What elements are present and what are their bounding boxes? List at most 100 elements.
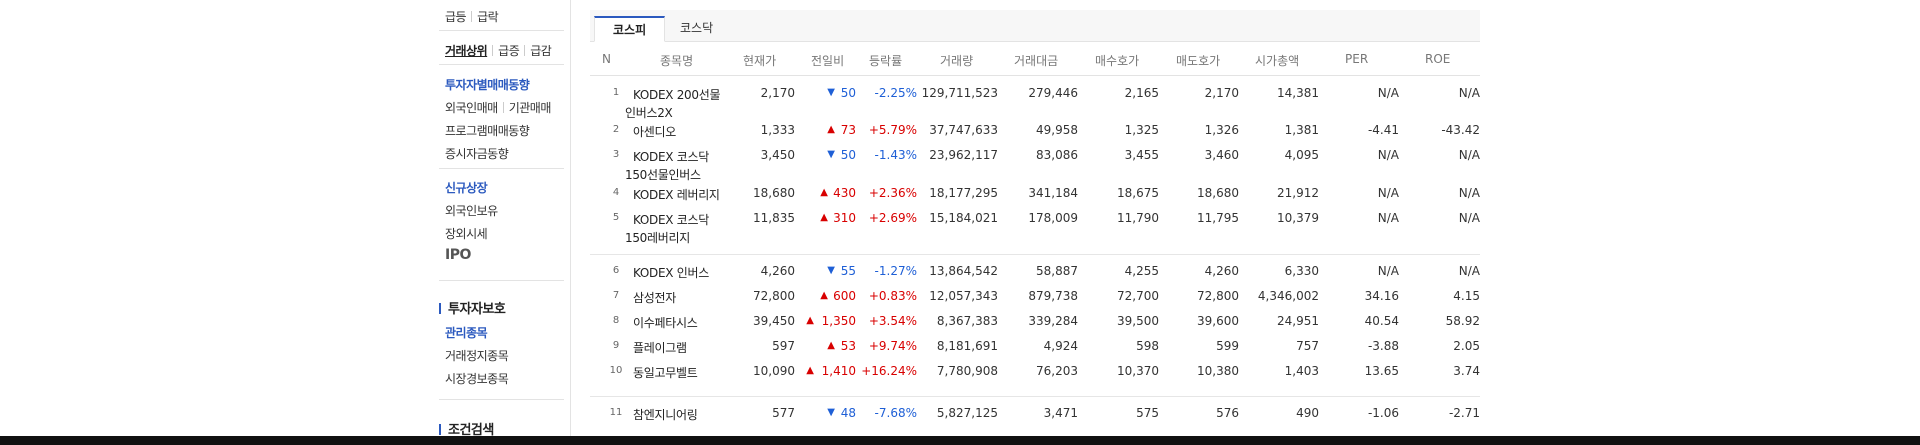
cell-ask: 11,795: [1197, 211, 1239, 225]
sidebar-divider: [439, 64, 564, 65]
cell-price: 39,450: [753, 314, 795, 328]
sidebar-item-new-listing[interactable]: 신규상장: [445, 181, 488, 195]
col-header-roe: ROE: [1425, 52, 1451, 66]
stock-name-link[interactable]: KODEX 레버리지: [633, 188, 720, 202]
sidebar-item-surge[interactable]: 급등: [445, 10, 467, 24]
sidebar-item-decrease[interactable]: 급감: [530, 44, 552, 58]
cell-amount: 279,446: [1028, 86, 1078, 100]
stock-name-link[interactable]: KODEX 인버스: [633, 266, 709, 280]
stock-name-link[interactable]: KODEX 코스닥: [633, 150, 709, 164]
cell-rate: +3.54%: [868, 314, 917, 328]
tab-kospi[interactable]: 코스피: [594, 16, 666, 42]
sidebar-row-volume: 거래상위 급증 급감: [445, 42, 552, 59]
sidebar-item-plunge[interactable]: 급락: [477, 10, 499, 24]
stock-name-link[interactable]: KODEX 200선물: [633, 88, 721, 102]
cell-cap: 21,912: [1277, 186, 1319, 200]
section-title[interactable]: 조건검색: [448, 423, 494, 436]
sidebar-item-fund-trend[interactable]: 증시자금동향: [445, 147, 509, 161]
sidebar-item-program-trend[interactable]: 프로그램매매동향: [445, 124, 530, 138]
col-header-per: PER: [1345, 52, 1369, 66]
cell-ask: 2,170: [1204, 86, 1239, 100]
cell-rate: +9.74%: [868, 339, 917, 353]
sidebar-item-investor-trend[interactable]: 투자자별매매동향: [445, 78, 530, 92]
sidebar-item-foreign-holding[interactable]: 외국인보유: [445, 204, 498, 218]
cell-amount: 339,284: [1028, 314, 1078, 328]
arrow-down-icon: ▼: [827, 407, 835, 418]
sidebar-item-top-volume[interactable]: 거래상위: [445, 44, 488, 58]
cell-bid: 3,455: [1124, 148, 1159, 162]
col-header-ask: 매도호가: [1176, 54, 1221, 68]
cell-rank: 1: [612, 87, 620, 98]
cell-change: 310: [833, 211, 856, 225]
sidebar-item-warning[interactable]: 시장경보종목: [445, 372, 509, 386]
cell-roe: 3.74: [1453, 364, 1480, 378]
cell-amount: 3,471: [1043, 406, 1078, 420]
sidebar-row-foreign-institution: 외국인매매 기관매매: [445, 99, 551, 116]
cell-change: 48: [840, 406, 856, 420]
cell-price: 72,800: [753, 289, 795, 303]
arrow-up-icon: ▲: [820, 187, 828, 198]
sidebar-item-increase[interactable]: 급증: [498, 44, 520, 58]
stock-name-link[interactable]: 플레이그램: [633, 341, 687, 355]
section-bar: [439, 303, 441, 314]
stock-name-link[interactable]: KODEX 코스닥: [633, 213, 709, 227]
group-divider: [590, 254, 1480, 255]
cell-price: 1,333: [760, 123, 795, 137]
cell-rank: 3: [612, 149, 620, 160]
cell-ask: 18,680: [1197, 186, 1239, 200]
separator: [502, 102, 504, 113]
arrow-up-icon: ▲: [827, 124, 835, 135]
stock-name-link[interactable]: 인버스2X: [625, 106, 673, 120]
stock-name-link[interactable]: 참엔지니어링: [633, 408, 698, 422]
cell-change: 55: [840, 264, 856, 278]
col-header-cap: 시가총액: [1255, 54, 1300, 68]
sidebar-item-otc[interactable]: 장외시세: [445, 227, 488, 241]
cell-rate: +5.79%: [868, 123, 917, 137]
col-header-change: 전일비: [811, 54, 845, 68]
cell-price: 597: [772, 339, 795, 353]
cell-change: 1,350: [821, 314, 856, 328]
sidebar-section-condition-search: 조건검색: [439, 419, 494, 436]
arrow-up-icon: ▲: [820, 212, 828, 223]
cell-bid: 72,700: [1117, 289, 1159, 303]
cell-roe: N/A: [1458, 264, 1480, 278]
sidebar-item-halted[interactable]: 거래정지종목: [445, 349, 509, 363]
cell-volume: 23,962,117: [929, 148, 998, 162]
col-header-n: N: [602, 52, 611, 66]
sidebar-item-foreign-trading[interactable]: 외국인매매: [445, 101, 498, 115]
cell-per: N/A: [1377, 186, 1399, 200]
cell-ask: 576: [1216, 406, 1239, 420]
cell-rank: 9: [612, 340, 620, 351]
stock-name-link[interactable]: 삼성전자: [633, 291, 676, 305]
cell-rate: -2.25%: [874, 86, 917, 100]
sidebar-row-surge: 급등 급락: [445, 8, 499, 25]
cell-cap: 490: [1296, 406, 1319, 420]
stock-name-link[interactable]: 150선물인버스: [625, 168, 701, 182]
arrow-down-icon: ▼: [827, 265, 835, 276]
col-header-volume: 거래량: [940, 54, 974, 68]
sidebar-item-ipo[interactable]: IPO: [445, 247, 471, 263]
cell-per: N/A: [1377, 148, 1399, 162]
cell-cap: 4,346,002: [1257, 289, 1319, 303]
group-divider: [590, 396, 1480, 397]
stock-name-link[interactable]: 이수페타시스: [633, 316, 698, 330]
stock-name-link[interactable]: 동일고무벨트: [633, 366, 698, 380]
sidebar: 급등 급락 거래상위 급증 급감 투자자별매매동향 외국인매매 기관매매 프로그램매매동…: [431, 0, 571, 436]
sidebar-item-institution-trading[interactable]: 기관매매: [508, 101, 552, 115]
market-tabs: 코스피 코스닥: [590, 10, 1480, 42]
cell-per: N/A: [1377, 86, 1399, 100]
tab-kosdaq[interactable]: 코스닥: [680, 21, 714, 35]
cell-rate: +2.36%: [868, 186, 917, 200]
cell-volume: 18,177,295: [929, 186, 998, 200]
cell-rank: 4: [612, 187, 620, 198]
cell-ask: 599: [1216, 339, 1239, 353]
cell-price: 10,090: [753, 364, 795, 378]
cell-change: 50: [840, 86, 856, 100]
section-title: 투자자보호: [448, 302, 506, 317]
taskbar: [0, 436, 1920, 445]
stock-name-link[interactable]: 150레버리지: [625, 231, 690, 245]
stock-name-link[interactable]: 아센디오: [633, 125, 676, 139]
cell-rate: +2.69%: [868, 211, 917, 225]
cell-cap: 1,403: [1284, 364, 1319, 378]
sidebar-item-managed[interactable]: 관리종목: [445, 326, 488, 340]
